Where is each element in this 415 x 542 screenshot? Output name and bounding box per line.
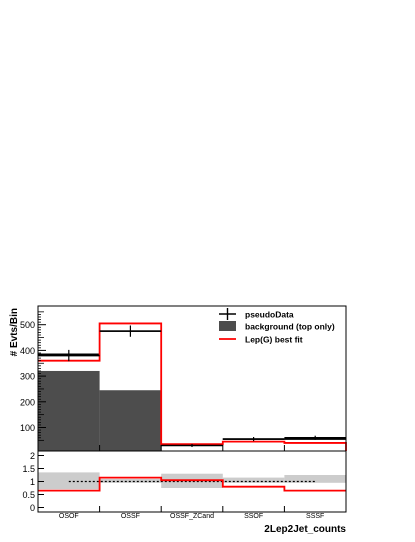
y-tick-label-3: 400 <box>20 346 35 356</box>
ratio-uncertainty-band-1 <box>100 479 162 483</box>
legend-best-fit-label: Lep(G) best fit <box>245 335 303 345</box>
y-tick-label-0: 100 <box>20 423 35 433</box>
x-category-label-3: SSOF <box>244 513 263 520</box>
y-tick-label-1: 200 <box>20 397 35 407</box>
y-axis-title: # Evts/Bin <box>9 308 20 356</box>
ratio-y-tick-label-1: 0.5 <box>22 490 35 500</box>
legend-pseudodata-label: pseudoData <box>245 310 294 320</box>
background-bar-1 <box>100 390 162 451</box>
x-category-label-0: OSOF <box>59 513 79 520</box>
y-tick-label-4: 500 <box>20 320 35 330</box>
y-tick-label-2: 300 <box>20 372 35 382</box>
ratio-y-tick-label-3: 1.5 <box>22 464 35 474</box>
ratio-uncertainty-band-0 <box>38 472 100 489</box>
legend-background-label: background (top only) <box>245 322 335 332</box>
x-category-label-2: OSSF_ZCand <box>170 513 214 520</box>
ratio-y-tick-label-2: 1 <box>30 477 35 487</box>
x-category-label-4: SSSF <box>306 513 324 520</box>
ratio-y-tick-label-4: 2 <box>30 451 35 461</box>
x-category-label-1: OSSF <box>121 513 140 520</box>
x-axis-title: 2Lep2Jet_counts <box>264 524 346 535</box>
background-bar-0 <box>38 371 100 451</box>
legend-background-swatch <box>219 321 236 331</box>
ratio-y-tick-label-0: 0 <box>30 503 35 513</box>
